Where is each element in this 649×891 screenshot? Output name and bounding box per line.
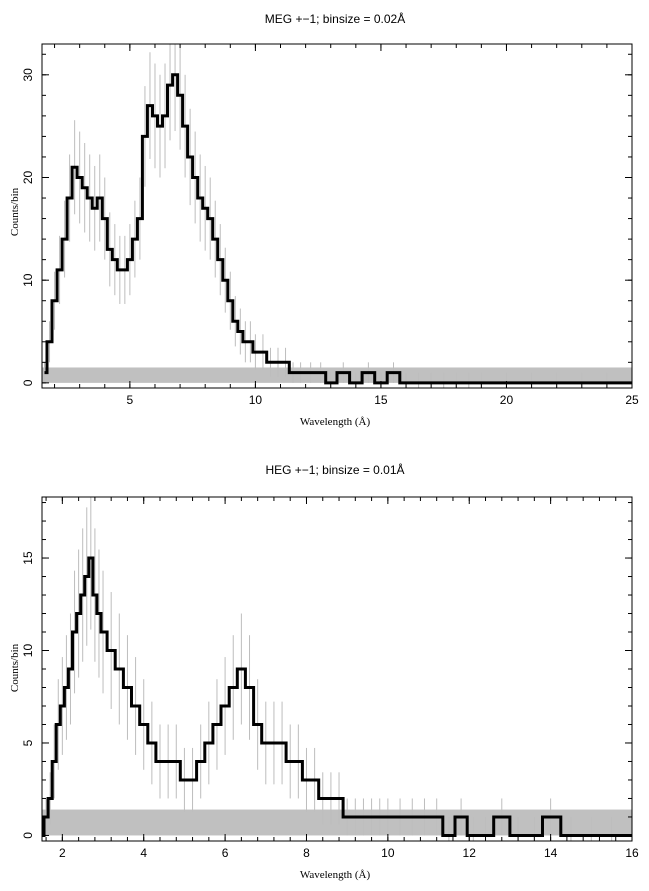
x-tick-label: 8 xyxy=(303,846,310,860)
heg-x-axis-label: Wavelength (Å) xyxy=(300,869,371,881)
plot-frame xyxy=(41,496,633,842)
spectrum-histogram xyxy=(42,556,632,837)
x-tick-label: 2 xyxy=(59,846,66,860)
x-tick-label: 4 xyxy=(140,846,147,860)
spectrum-histogram xyxy=(44,73,632,385)
x-tick-label: 25 xyxy=(625,393,639,407)
x-tick-label: 5 xyxy=(127,393,134,407)
meg-panel: MEG +−1; binsize = 0.02Å Wavelength (Å) … xyxy=(9,11,639,428)
x-tick-label: 15 xyxy=(374,393,388,407)
x-tick-label: 6 xyxy=(222,846,229,860)
x-tick-label: 20 xyxy=(500,393,514,407)
x-tick-label: 12 xyxy=(463,846,477,860)
y-tick-label: 10 xyxy=(21,644,35,658)
plot-area xyxy=(42,44,633,388)
background-band xyxy=(42,809,632,836)
y-tick-label: 5 xyxy=(21,739,35,746)
error-bars xyxy=(41,497,633,841)
heg-chart-title: HEG +−1; binsize = 0.01Å xyxy=(265,462,404,477)
y-tick-label: 20 xyxy=(21,170,35,184)
y-tick-label: 15 xyxy=(21,551,35,565)
plot-frame xyxy=(41,43,633,389)
x-tick-label: 14 xyxy=(544,846,558,860)
meg-x-axis-label: Wavelength (Å) xyxy=(300,416,371,428)
meg-chart-title: MEG +−1; binsize = 0.02Å xyxy=(265,11,405,26)
x-tick-label: 10 xyxy=(249,393,263,407)
meg-y-axis-label: Counts/bin xyxy=(9,187,21,236)
heg-panel: HEG +−1; binsize = 0.01Å Wavelength (Å) … xyxy=(9,462,639,881)
y-tick-label: 0 xyxy=(21,379,35,386)
y-tick-label: 10 xyxy=(21,273,35,287)
x-tick-label: 16 xyxy=(625,846,639,860)
y-tick-label: 30 xyxy=(21,68,35,82)
y-tick-label: 0 xyxy=(21,832,35,839)
heg-y-axis-label: Counts/bin xyxy=(9,643,21,692)
error-bars xyxy=(44,44,633,388)
x-tick-label: 10 xyxy=(381,846,395,860)
plot-area xyxy=(41,497,633,841)
